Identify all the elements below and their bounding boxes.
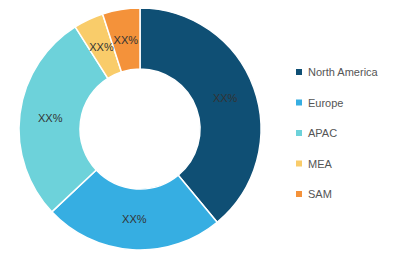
legend-item: North America [296,66,379,78]
data-labels: XX%XX%XX%XX%XX% [38,34,238,226]
legend-label: North America [308,66,379,78]
chart: XX%XX%XX%XX%XX%North AmericaEuropeAPACME… [0,0,412,258]
legend-item: SAM [296,188,332,200]
legend-swatch [296,69,302,75]
slices [19,8,261,250]
legend-swatch [296,130,302,136]
data-label: XX% [213,92,238,104]
legend-item: Europe [296,97,343,109]
legend-label: Europe [308,97,343,109]
data-label: XX% [122,213,147,225]
slice [103,8,140,72]
data-label: XX% [89,41,114,53]
legend-swatch [296,161,302,167]
data-label: XX% [38,112,63,124]
legend-swatch [296,191,302,197]
legend-label: MEA [308,158,333,170]
legend-label: APAC [308,127,337,139]
legend-item: MEA [296,158,333,170]
data-label: XX% [114,34,139,46]
legend-label: SAM [308,188,332,200]
legend-item: APAC [296,127,337,139]
legend-swatch [296,100,302,106]
legend: North America Europe APAC MEA SAM [296,66,379,200]
